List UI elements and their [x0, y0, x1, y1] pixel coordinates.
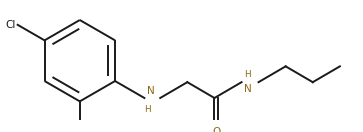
Text: Cl: Cl: [5, 20, 15, 30]
Text: H: H: [144, 105, 151, 114]
Text: H: H: [244, 70, 250, 79]
Text: N: N: [147, 86, 154, 96]
Text: O: O: [212, 127, 221, 132]
Text: N: N: [244, 84, 252, 94]
